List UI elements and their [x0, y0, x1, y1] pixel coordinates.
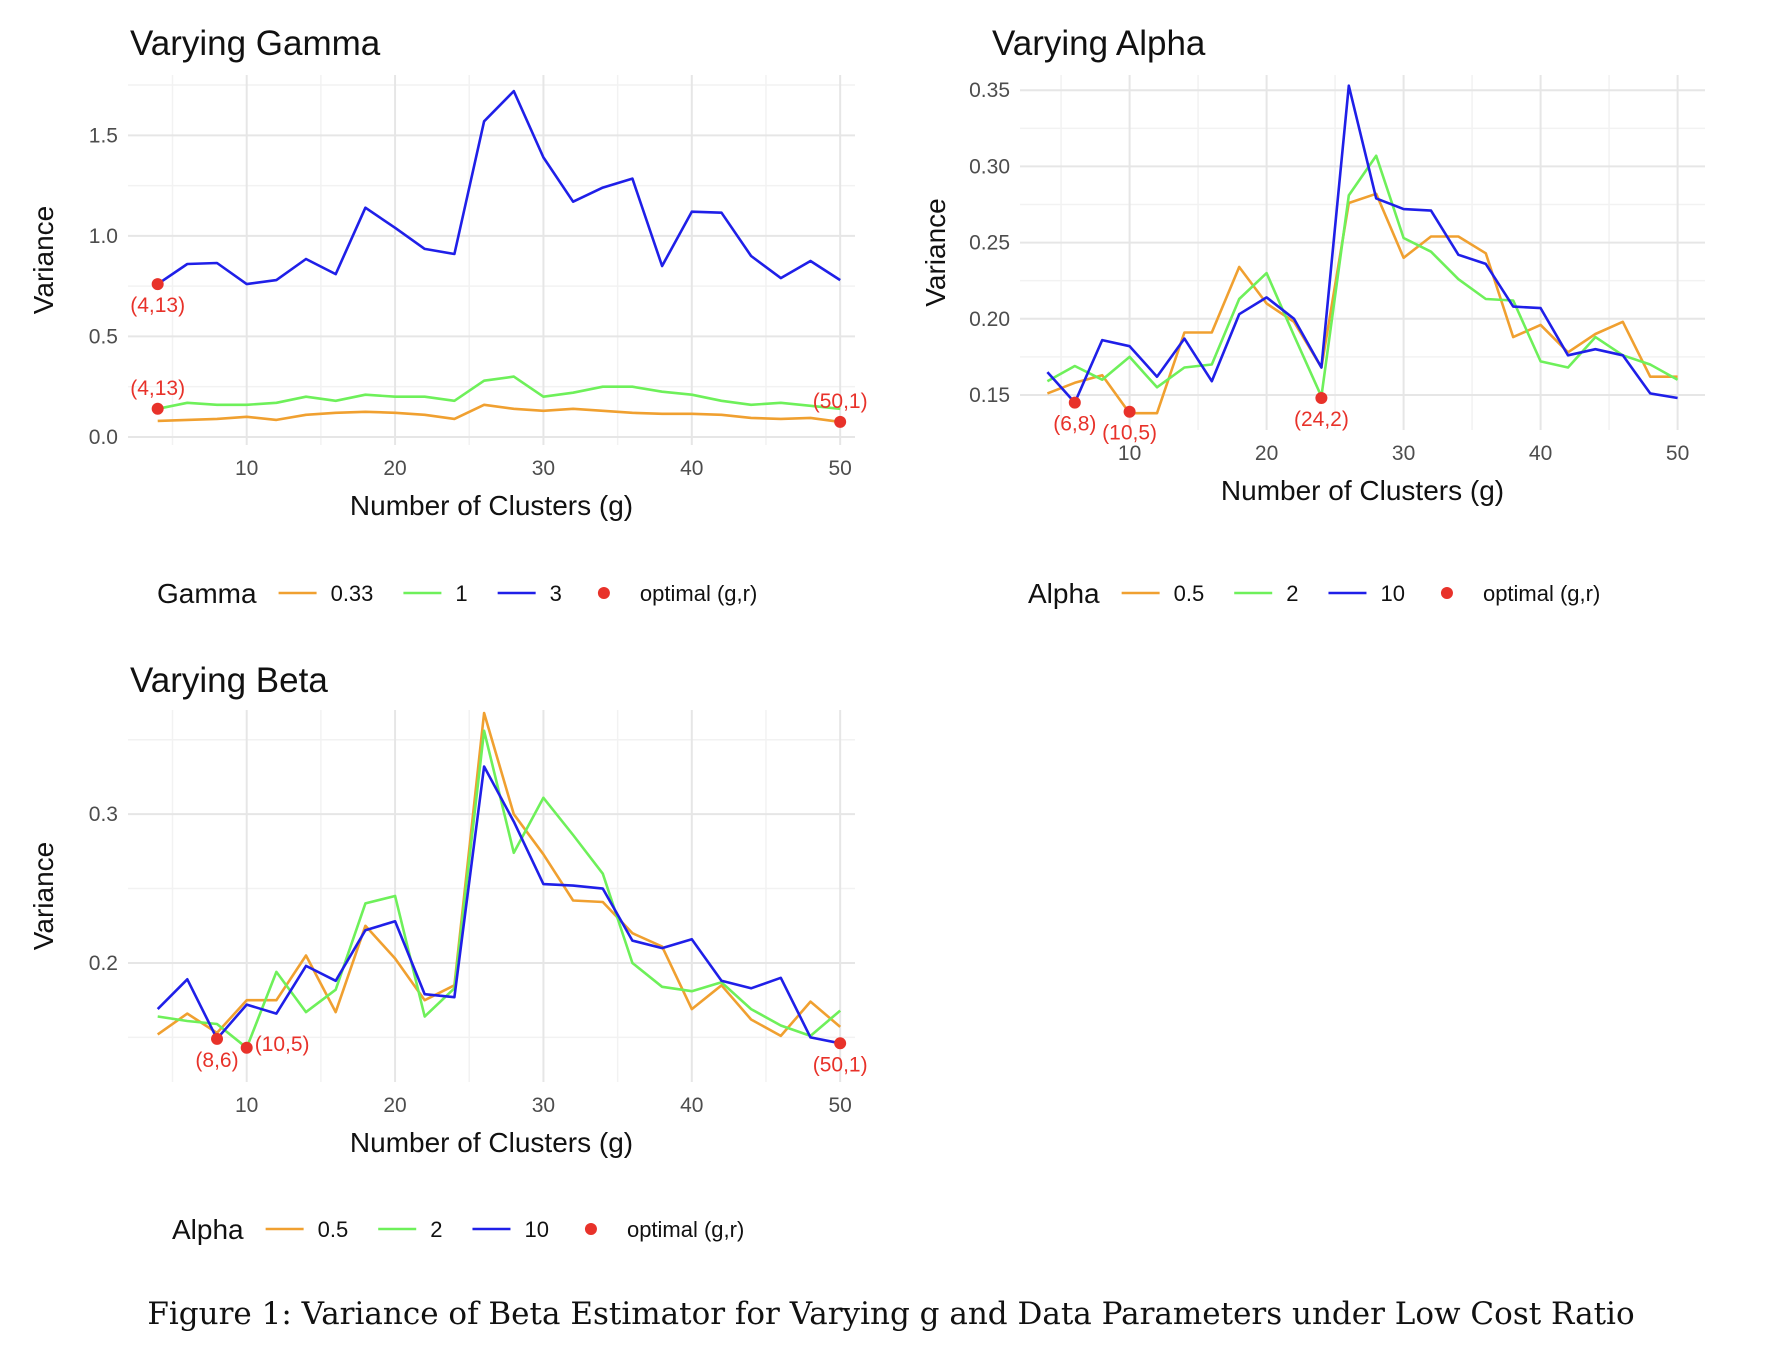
- y-axis-label: Variance: [28, 842, 59, 950]
- series-line-1: [157, 375, 841, 411]
- optimal-point-label: (4,13): [130, 294, 185, 317]
- y-tick-label: 1.0: [89, 225, 118, 248]
- optimal-point-label: (50,1): [813, 1053, 868, 1076]
- optimal-point: [1123, 405, 1136, 418]
- legend-label: 10: [1380, 581, 1404, 606]
- y-tick-label: 0.35: [969, 79, 1010, 102]
- y-tick-label: 0.0: [89, 426, 118, 449]
- series-line-2: [1046, 154, 1679, 398]
- optimal-point-label: (8,6): [195, 1049, 238, 1072]
- x-tick-label: 40: [1529, 442, 1552, 465]
- optimal-point-label: (10,5): [1102, 422, 1157, 445]
- x-tick-label: 30: [532, 457, 555, 480]
- legend-label: 2: [430, 1217, 442, 1242]
- chart-title: Varying Alpha: [992, 24, 1206, 63]
- chart-legend: Alpha 0.5 2 10 optimal (g,r): [1028, 578, 1600, 609]
- legend-title: Gamma: [157, 578, 257, 609]
- x-tick-label: 40: [680, 457, 703, 480]
- optimal-point: [834, 1037, 847, 1050]
- x-tick-label: 50: [828, 457, 851, 480]
- y-axis-label: Variance: [920, 198, 951, 306]
- figure-caption: Figure 1: Variance of Beta Estimator for…: [147, 1296, 1635, 1332]
- legend-title: Alpha: [172, 1214, 244, 1245]
- chart-title: Varying Gamma: [130, 24, 381, 63]
- legend-label-optimal: optimal (g,r): [640, 581, 757, 606]
- chart-title: Varying Beta: [130, 661, 328, 700]
- legend-title: Alpha: [1028, 578, 1100, 609]
- y-tick-label: 0.3: [89, 803, 118, 826]
- optimal-point-label: (10,5): [255, 1033, 310, 1056]
- legend-label: 2: [1286, 581, 1298, 606]
- chart-panel-1: 10 20 30 40 50 0.0 0.5 1.0 1.5 Varying Gamma Numbe…: [28, 24, 868, 609]
- legend-label: 3: [550, 581, 562, 606]
- x-axis-label: Number of Clusters (g): [350, 1127, 633, 1158]
- legend-key-optimal: [584, 1223, 597, 1235]
- x-tick-label: 10: [235, 1094, 258, 1117]
- chart-panel-2: 10 20 30 40 50 0.15 0.20 0.25 0.30 0.35 Varying Al…: [920, 24, 1705, 609]
- x-axis-label: Number of Clusters (g): [350, 490, 633, 521]
- x-tick-label: 40: [680, 1094, 703, 1117]
- series-line-0.33: [157, 403, 841, 424]
- y-tick-label: 0.15: [969, 384, 1010, 407]
- series-line-10: [1046, 84, 1678, 404]
- chart-legend: Gamma 0.33 1 3 optimal (g,r): [157, 578, 757, 609]
- x-tick-label: 10: [1118, 442, 1141, 465]
- optimal-point: [151, 278, 164, 291]
- legend-label-optimal: optimal (g,r): [627, 1217, 744, 1242]
- legend-label: 0.5: [1174, 581, 1205, 606]
- series-line-0.5: [156, 711, 842, 1038]
- y-tick-label: 1.5: [89, 124, 118, 147]
- optimal-point: [834, 415, 847, 428]
- x-tick-label: 50: [1666, 442, 1689, 465]
- y-axis-label: Variance: [28, 206, 59, 314]
- optimal-point: [1315, 392, 1328, 405]
- x-axis-label: Number of Clusters (g): [1221, 475, 1504, 506]
- y-tick-label: 0.30: [969, 155, 1010, 178]
- x-tick-label: 20: [383, 1094, 406, 1117]
- legend-label: 0.33: [331, 581, 374, 606]
- optimal-point: [240, 1041, 253, 1054]
- legend-label-optimal: optimal (g,r): [1483, 581, 1600, 606]
- y-tick-label: 0.25: [969, 232, 1010, 255]
- series-line-10: [156, 765, 841, 1045]
- y-tick-label: 0.20: [969, 308, 1010, 331]
- optimal-point: [1068, 396, 1081, 409]
- legend-label: 0.5: [318, 1217, 349, 1242]
- legend-label: 10: [524, 1217, 548, 1242]
- y-tick-label: 0.2: [89, 952, 118, 975]
- chart-legend: Alpha 0.5 2 10 optimal (g,r): [172, 1214, 744, 1245]
- legend-label: 1: [455, 581, 467, 606]
- x-tick-label: 10: [235, 457, 258, 480]
- series-line-0.5: [1046, 192, 1678, 415]
- optimal-point-label: (50,1): [813, 390, 868, 413]
- optimal-point: [211, 1032, 224, 1045]
- x-tick-label: 20: [1255, 442, 1278, 465]
- y-tick-label: 0.5: [89, 325, 118, 348]
- legend-key-optimal: [1440, 587, 1453, 599]
- x-tick-label: 50: [828, 1094, 851, 1117]
- x-tick-label: 30: [532, 1094, 555, 1117]
- optimal-point-label: (4,13): [130, 377, 185, 400]
- optimal-point: [151, 402, 164, 415]
- series-line-3: [156, 89, 841, 286]
- optimal-point-label: (24,2): [1294, 408, 1349, 431]
- x-tick-label: 30: [1392, 442, 1415, 465]
- chart-panel-3: 10 20 30 40 50 0.2 0.3 Varying Beta Number of Cl…: [28, 661, 868, 1245]
- legend-key-optimal: [597, 587, 610, 599]
- optimal-point-label: (6,8): [1053, 413, 1096, 436]
- x-tick-label: 20: [383, 457, 406, 480]
